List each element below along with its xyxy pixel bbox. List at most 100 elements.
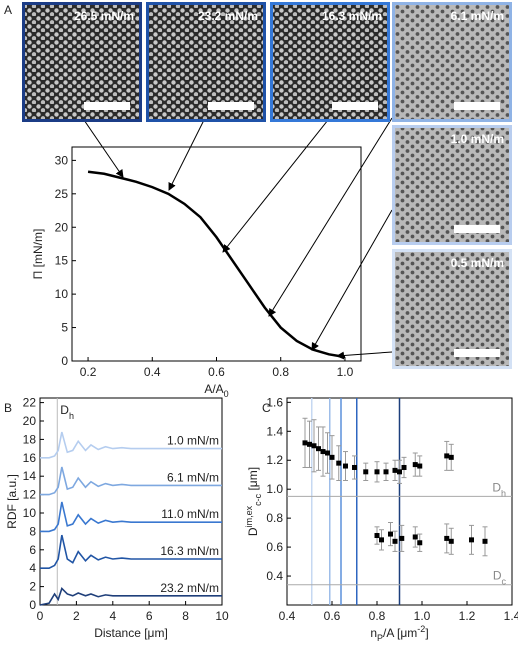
x-axis-label-part: /A [μm xyxy=(383,626,417,640)
data-point xyxy=(392,538,398,544)
x-axis-label-part: 0 xyxy=(224,389,229,399)
data-point xyxy=(311,443,317,449)
x-tick-label: 0.4 xyxy=(279,609,296,623)
scale-bar xyxy=(454,349,500,357)
data-point xyxy=(388,531,393,537)
data-point xyxy=(316,446,321,452)
image-label: 16.3 mN/m xyxy=(322,9,382,23)
series-label: 23.2 mN/m xyxy=(160,581,219,595)
image-label: 6.1 mN/m xyxy=(451,9,504,23)
plot-frame xyxy=(39,397,223,606)
data-point xyxy=(399,535,405,541)
y-tick-label: 1.4 xyxy=(266,424,283,438)
x-axis-label-part: ] xyxy=(425,626,428,640)
y-tick-label: 0 xyxy=(29,598,36,612)
y-tick-label: 1.6 xyxy=(266,395,283,409)
series-label: 11.0 mN/m xyxy=(161,507,219,521)
reference-label: Dc xyxy=(493,569,507,587)
y-tick-label: 2 xyxy=(29,580,36,594)
y-axis-label-part: [μm] xyxy=(246,467,260,494)
y-tick-label: 0 xyxy=(61,354,68,368)
data-point xyxy=(448,454,454,460)
x-tick-label: 1.2 xyxy=(459,609,476,623)
y-tick-label: 15 xyxy=(55,254,69,268)
y-axis-label-part: RDF [a.u.] xyxy=(5,474,19,529)
x-tick-label: 4 xyxy=(109,609,116,623)
y-tick-label: 18 xyxy=(23,432,37,446)
micrograph xyxy=(270,2,390,122)
data-point xyxy=(374,469,380,475)
annotation-part: h xyxy=(69,411,74,421)
data-point xyxy=(392,467,398,473)
data-line xyxy=(39,586,222,606)
x-axis-label-part: Distance [μm] xyxy=(94,626,168,640)
arrows xyxy=(83,117,393,360)
data-line xyxy=(40,534,222,569)
y-tick-label: 10 xyxy=(55,287,69,301)
x-axis-label-part: P xyxy=(377,633,383,643)
data-point xyxy=(448,538,454,544)
y-tick-label: 8 xyxy=(29,524,36,538)
data-point xyxy=(482,538,488,544)
y-tick-label: 4 xyxy=(29,561,36,575)
y-axis-label-part: im,ex xyxy=(244,505,254,527)
x-axis-label: Distance [μm] xyxy=(94,626,168,640)
y-tick-label: 16 xyxy=(23,451,37,465)
x-tick-label: 6 xyxy=(146,609,153,623)
data-point xyxy=(302,440,308,446)
series-label: 6.1 mN/m xyxy=(167,470,219,484)
data-line xyxy=(87,170,346,359)
data-point xyxy=(444,453,450,459)
y-tick-label: 0.8 xyxy=(266,511,283,525)
reference-label-part: h xyxy=(501,488,506,498)
x-tick-label: 0.6 xyxy=(324,609,341,623)
data-point xyxy=(397,469,402,475)
data-point xyxy=(352,464,357,470)
series-label: 16.3 mN/m xyxy=(160,544,219,558)
data-point xyxy=(363,469,369,475)
y-axis-label: Π [mN/m] xyxy=(31,229,45,280)
panel-label: C xyxy=(262,401,271,415)
data-line xyxy=(40,501,222,533)
micrograph xyxy=(146,2,266,122)
data-point xyxy=(417,540,423,546)
x-tick-label: 2 xyxy=(73,609,80,623)
y-axis-label: Dim,exc-c [μm] xyxy=(244,467,263,536)
data-line xyxy=(40,466,222,496)
x-tick-label: 1.0 xyxy=(414,609,431,623)
y-tick-label: 5 xyxy=(61,321,68,335)
plot-frame xyxy=(71,146,362,362)
series-label: 1.0 mN/m xyxy=(167,434,219,448)
x-axis-label: nP/A [μm-2] xyxy=(370,624,428,643)
y-tick-label: 6 xyxy=(29,543,36,557)
micrograph xyxy=(392,249,512,369)
y-tick-label: 1.2 xyxy=(266,453,283,467)
data-point xyxy=(379,537,384,543)
scale-bar xyxy=(454,102,500,110)
x-tick-label: 0.4 xyxy=(144,365,161,379)
scale-bar xyxy=(332,102,378,110)
x-tick-label: 10 xyxy=(215,609,229,623)
y-axis-label-part: c-c xyxy=(253,493,263,505)
x-axis-label-part: A/A xyxy=(204,382,223,396)
x-tick-label: 0.8 xyxy=(369,609,386,623)
image-label: 1.0 mN/m xyxy=(451,132,504,146)
scale-bar xyxy=(208,102,254,110)
data-point xyxy=(336,460,342,466)
y-axis-label-part: D xyxy=(246,527,260,536)
annotation: Dh xyxy=(60,403,74,421)
image-label: 23.2 mN/m xyxy=(198,9,258,23)
x-tick-label: 1.4 xyxy=(504,609,518,623)
y-tick-label: 0.4 xyxy=(266,569,283,583)
panel-label: A xyxy=(4,3,12,17)
y-tick-label: 20 xyxy=(55,220,69,234)
micrograph xyxy=(392,2,512,122)
reference-label-part: D xyxy=(493,569,502,583)
data-point xyxy=(412,534,418,540)
reference-label: Dh xyxy=(492,480,506,498)
x-tick-label: 0 xyxy=(37,609,44,623)
data-point xyxy=(320,449,326,455)
data-point xyxy=(469,537,474,543)
micrograph xyxy=(392,125,512,245)
